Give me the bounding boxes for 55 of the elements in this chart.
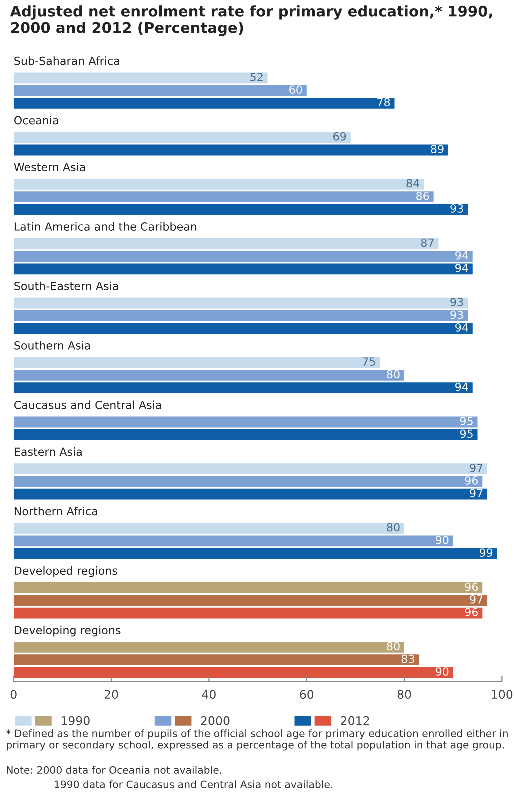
x-tick-label: 100 <box>492 690 513 700</box>
text: * Defined as the number of pupils of the official school age for primary education enrolled either in primary or secondary school, expressed as a percentage of the total population in that age group. <box>6 730 508 751</box>
text: 1990 data for Caucasus and Central Asia not available. <box>55 780 333 788</box>
data-label: 84 <box>406 179 420 188</box>
data-label: 94 <box>456 251 468 260</box>
x-tick-label: 40 <box>202 690 216 700</box>
data-label: 97 <box>470 489 483 498</box>
y-tick-label: Eastern Asia <box>14 448 82 456</box>
data-label: 94 <box>456 264 468 272</box>
data-label: 69 <box>334 132 346 141</box>
y-tick-label: Developing regions <box>14 626 121 637</box>
chart-title: Adjusted net enrolment rate for primary education,* 1990, 2000 and 2012 (Percentage) <box>10 6 492 36</box>
data-label: 97 <box>470 464 483 472</box>
y-tick-label: Latin America and the Caribbean <box>14 222 197 231</box>
data-label: 93 <box>450 298 464 307</box>
data-label: 86 <box>416 192 430 200</box>
x-tick-label: 20 <box>104 690 118 700</box>
data-label: 80 <box>387 642 400 651</box>
y-tick-label: South-Eastern Asia <box>14 282 118 290</box>
data-label: 99 <box>480 548 493 558</box>
x-tick-label: 60 <box>300 690 314 700</box>
y-tick-label: Sub-Saharan Africa <box>14 56 120 66</box>
legend-label: 2012 <box>341 716 370 726</box>
legend-label: 2000 <box>201 716 230 726</box>
y-tick-label: Southern Asia <box>14 341 90 350</box>
y-tick-label: Western Asia <box>14 162 86 172</box>
data-label: 60 <box>290 86 302 94</box>
x-tick-label: 80 <box>398 690 412 700</box>
legend-label: 1990 <box>62 716 90 726</box>
data-label: 75 <box>362 358 376 366</box>
data-label: 95 <box>460 430 473 438</box>
data-label: 96 <box>465 608 478 617</box>
y-tick-label: Northern Africa <box>14 507 98 516</box>
data-label: 78 <box>378 98 390 107</box>
data-label: 96 <box>465 476 478 485</box>
x-tick-label: 0 <box>10 690 17 700</box>
y-tick-label: Developed regions <box>14 566 118 578</box>
y-tick-label: Oceania <box>14 116 58 125</box>
data-label: 94 <box>456 382 468 392</box>
data-label: 80 <box>387 523 400 532</box>
data-label: 93 <box>450 204 464 213</box>
data-label: 95 <box>460 417 473 426</box>
data-label: 87 <box>421 238 434 248</box>
data-label: 97 <box>470 595 483 604</box>
data-label: 90 <box>436 536 449 544</box>
data-label: 93 <box>450 310 464 320</box>
text: Note: 2000 data for Oceania not available. <box>7 766 222 774</box>
data-label: 90 <box>436 668 449 676</box>
data-label: 80 <box>387 370 400 379</box>
y-tick-label: Caucasus and Central Asia <box>14 400 162 410</box>
data-label: 83 <box>402 654 414 664</box>
data-label: 52 <box>250 72 263 82</box>
data-label: 94 <box>456 323 468 332</box>
data-label: 89 <box>431 145 444 154</box>
data-label: 96 <box>465 582 478 592</box>
